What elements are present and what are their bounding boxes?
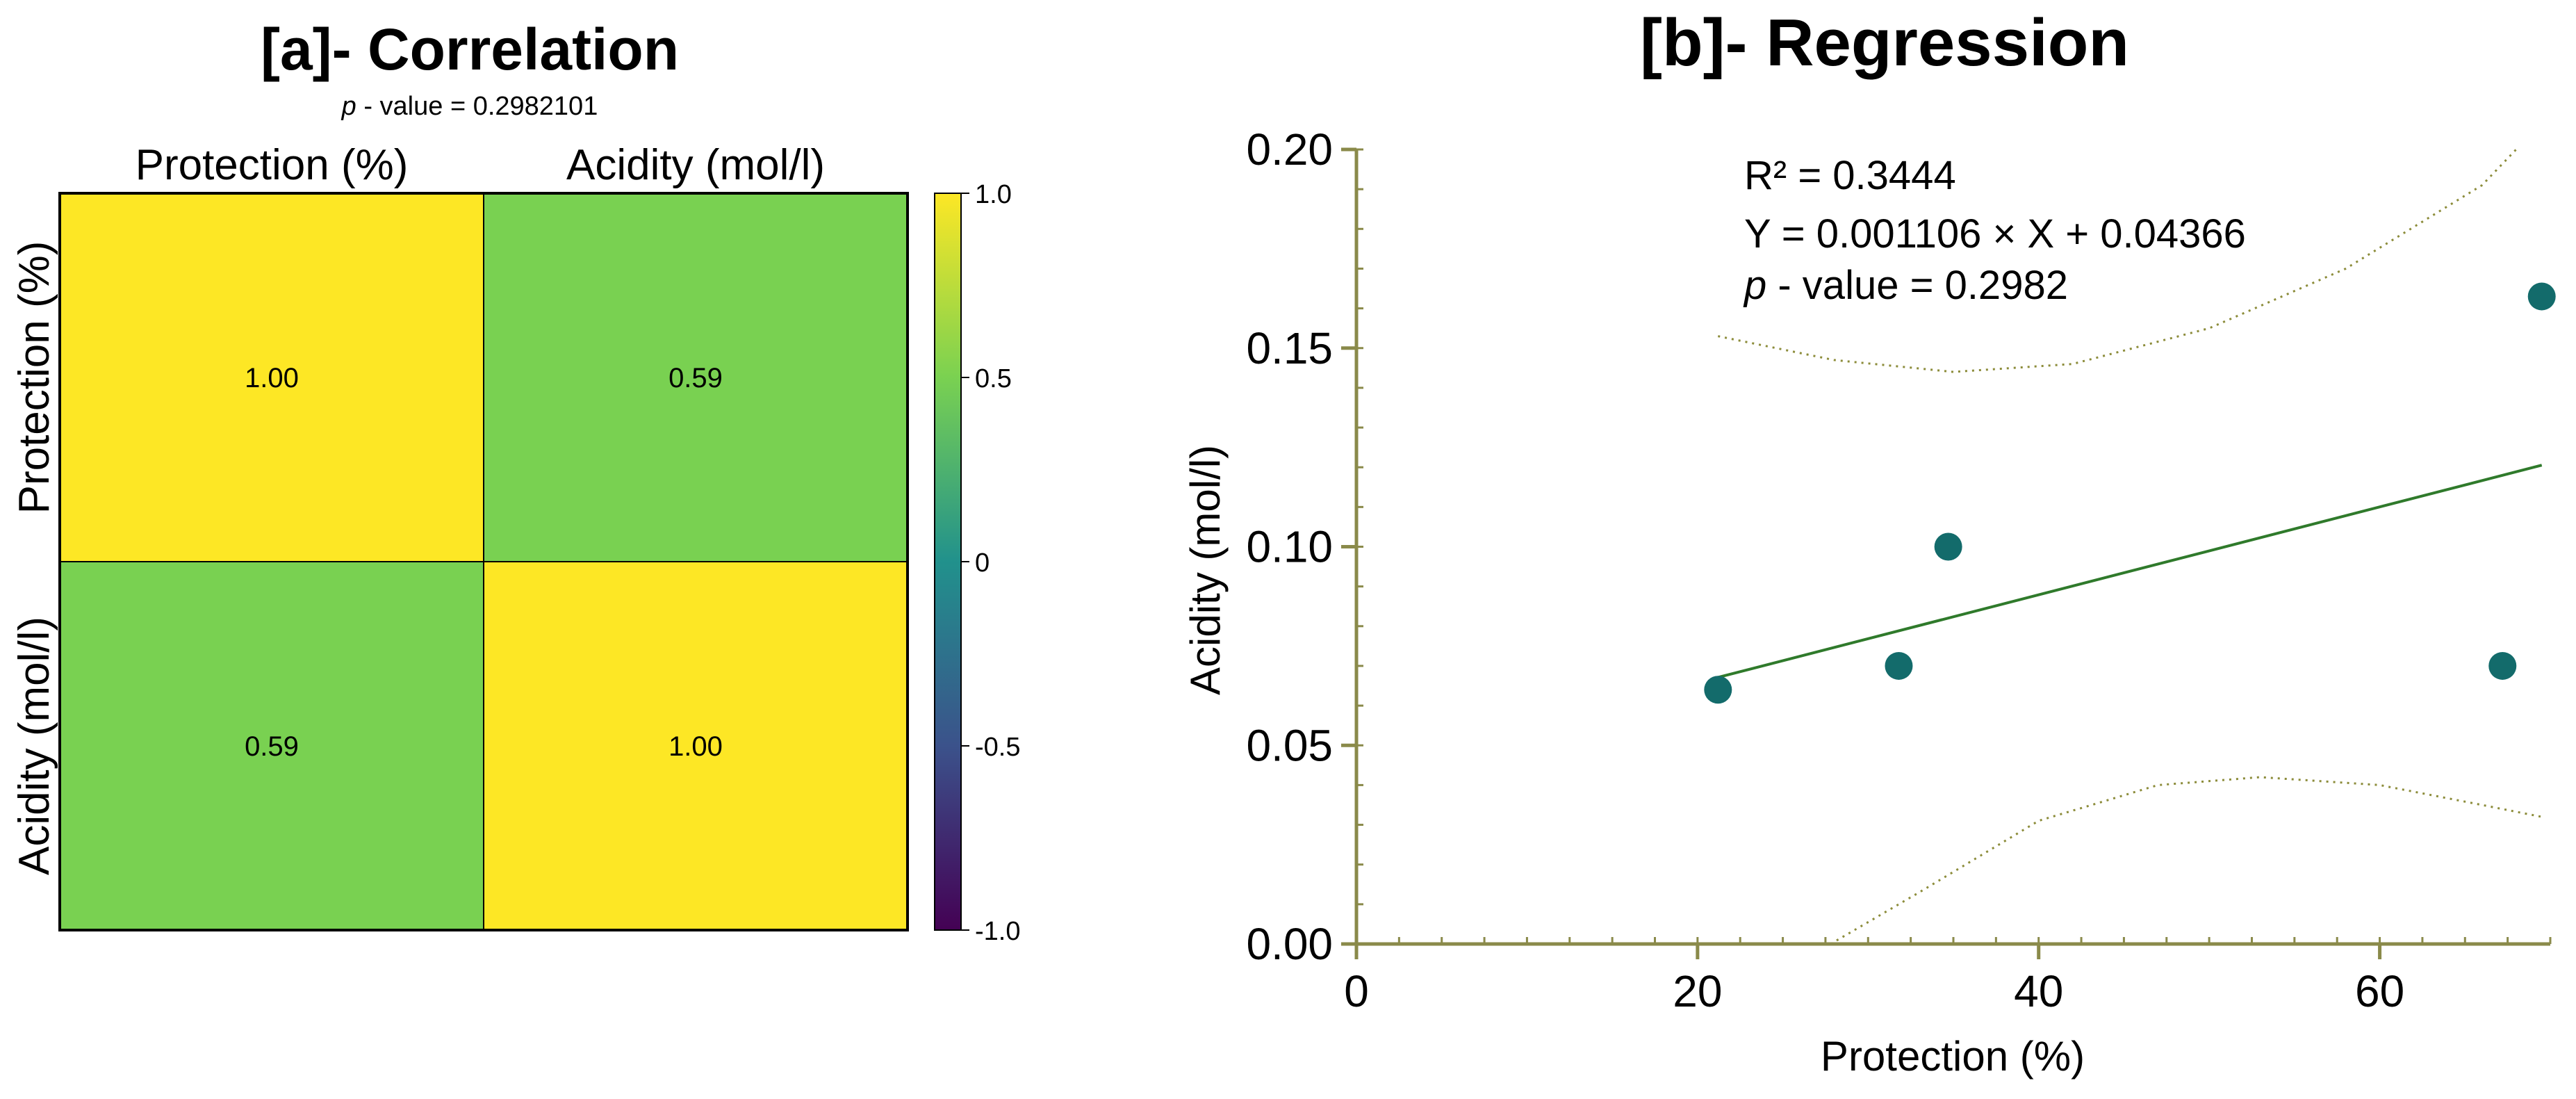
heatmap-cell-label-1-0: 0.59 [245,731,299,762]
colorbar-tick-label-0: 1.0 [975,180,1012,209]
regression-line [1717,464,2543,679]
regression-panel: [b]- Regression 0.00 0.05 0.10 0.15 0.20 0 20 4… [1182,6,2556,1080]
heatmap-title: [a]- Correlation [261,17,679,82]
colorbar-tick-label-4: -1.0 [975,917,1020,946]
heatmap-subtitle: p - value = 0.2982101 [341,92,598,121]
scatter-points [1704,282,2556,704]
scatter-title: [b]- Regression [1640,6,2129,80]
x-tick-label-2: 40 [2014,966,2063,1016]
scatter-point-2 [1934,532,1962,561]
heatmap-cells: 1.00 0.59 0.59 1.00 [58,192,909,931]
scatter-axes: 0.00 0.05 0.10 0.15 0.20 0 20 40 60 [1246,124,2552,1016]
scatter-point-3 [2488,651,2517,680]
confidence-band-lower [1830,776,2542,945]
confidence-bands [1717,148,2542,945]
pvalue-italic: p [1743,263,1766,308]
y-axis-label: Acidity (mol/l) [1182,445,1229,695]
heatmap-border [58,192,909,931]
colorbar-tick-label-1: 0.5 [975,364,1012,393]
x-tick-label-1: 20 [1673,966,1722,1016]
heatmap-cell-label-0-0: 1.00 [245,363,299,393]
heatmap-subtitle-italic: p [341,92,356,121]
heatmap-cell-0-0 [59,193,484,562]
x-tick-label-0: 0 [1344,966,1369,1016]
r-squared-annotation: R² = 0.3444 [1744,153,1956,198]
heatmap-cell-0-1 [483,193,908,562]
y-tick-label-2: 0.10 [1246,522,1333,572]
x-axis-label: Protection (%) [1821,1033,2085,1080]
heatmap-row-label-1: Acidity (mol/l) [10,617,58,875]
heatmap-cell-label-0-1: 0.59 [668,363,723,393]
heatmap-row-labels: Protection (%) Acidity (mol/l) [10,241,58,875]
pvalue-annotation: p - value = 0.2982 [1743,263,2068,308]
x-tick-label-3: 60 [2355,966,2404,1016]
y-tick-label-3: 0.15 [1246,323,1333,373]
y-tick-label-1: 0.05 [1246,720,1333,770]
colorbar-tick-label-3: -0.5 [975,733,1020,762]
heatmap-column-label-0: Protection (%) [136,141,409,189]
colorbar [934,193,962,931]
heatmap-cell-1-1 [483,561,908,931]
colorbar-ticks: 1.0 0.5 0 -0.5 -1.0 [961,180,1020,946]
y-tick-label-4: 0.20 [1246,124,1333,174]
heatmap-row-label-0: Protection (%) [10,241,58,514]
heatmap-cell-1-0 [59,561,484,931]
correlation-panel: [a]- Correlation p - value = 0.2982101 1… [10,17,1020,946]
y-tick-label-0: 0.00 [1246,919,1333,969]
heatmap-column-labels: Protection (%) Acidity (mol/l) [136,141,825,189]
regression-line-group [1717,464,2543,679]
scatter-point-4 [2527,282,2556,311]
heatmap-column-label-1: Acidity (mol/l) [566,141,825,189]
scatter-point-1 [1885,651,1913,680]
heatmap-subtitle-rest: - value = 0.2982101 [356,92,598,121]
equation-annotation: Y = 0.001106 × X + 0.04366 [1744,211,2246,257]
heatmap-cell-label-1-1: 1.00 [668,731,723,762]
colorbar-tick-label-2: 0 [975,548,990,578]
pvalue-rest: - value = 0.2982 [1766,263,2068,308]
scatter-point-0 [1704,676,1732,704]
